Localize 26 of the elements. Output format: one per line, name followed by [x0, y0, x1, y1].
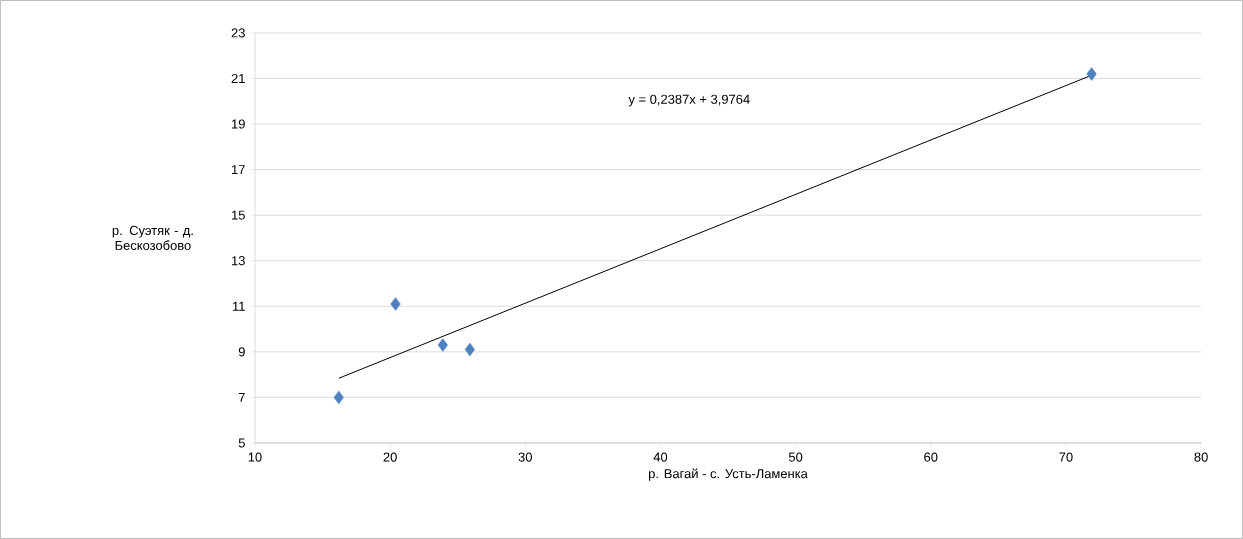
y-tick-label: 21 [231, 74, 245, 84]
point [464, 342, 475, 357]
point [437, 338, 448, 352]
x-tick-label: 10 [248, 452, 262, 462]
y-tick-label: 11 [232, 301, 245, 311]
point [390, 297, 401, 311]
x-tick-label: 80 [1194, 452, 1208, 462]
x-tick-label: 70 [1059, 452, 1073, 462]
y-tick-label: 17 [232, 165, 245, 175]
point [1086, 67, 1097, 81]
point [333, 390, 344, 405]
x-tick-label: 20 [383, 452, 397, 462]
y-tick-label: 23 [231, 28, 245, 38]
y-axis-title: р. Суэтяк - д. Бескозобово [112, 225, 193, 251]
y-tick-label: 7 [238, 393, 245, 402]
y-tick-label: 13 [232, 256, 245, 266]
annotation: y = 0,2387x + 3,9764 [628, 94, 750, 107]
y-tick-label: 19 [232, 119, 245, 129]
x-tick-label: 50 [788, 452, 803, 462]
x-axis-title: р. Вагай - с. Усть-Ламенка [649, 468, 808, 481]
x-tick-label: 40 [653, 452, 668, 462]
y-tick-label: 9 [238, 347, 245, 357]
y-tick-label: 15 [232, 210, 245, 220]
x-tick-label: 60 [924, 452, 938, 462]
y-tick-label: 5 [238, 438, 245, 448]
x-tick-label: 30 [518, 452, 532, 462]
